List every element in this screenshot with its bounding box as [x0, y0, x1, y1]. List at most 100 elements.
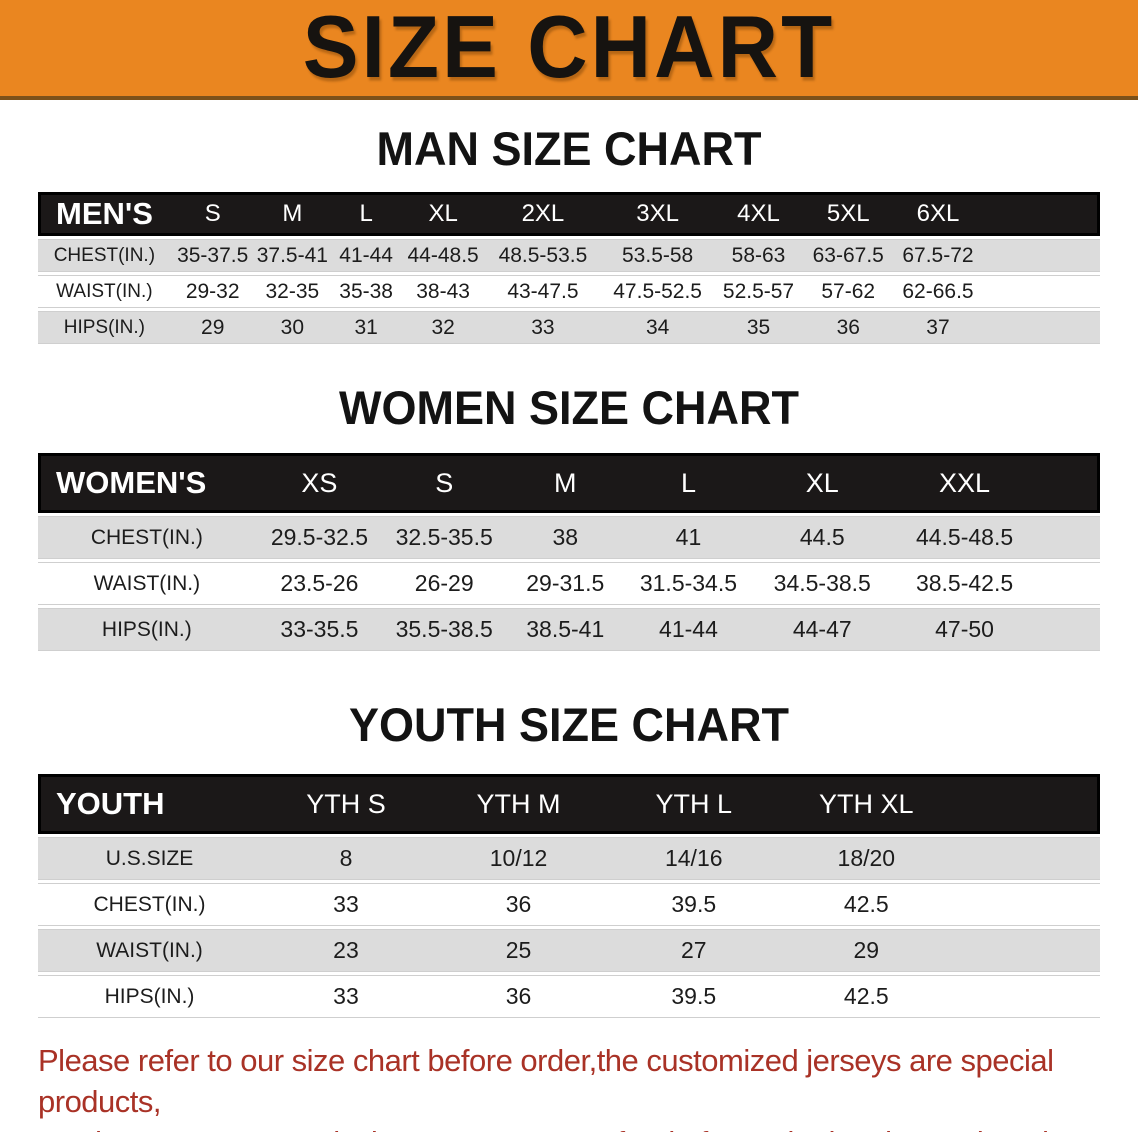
value-cell: 14/16 — [606, 837, 782, 880]
women-waist-row: WAIST(IN.) 23.5-26 26-29 29-31.5 31.5-34… — [38, 562, 1100, 605]
value-cell: 35-38 — [330, 275, 403, 308]
value-cell: 31 — [330, 311, 403, 344]
size-header-cell: XL — [402, 192, 484, 236]
header-spacer-cell — [1036, 453, 1100, 513]
value-cell: 34.5-38.5 — [751, 562, 893, 605]
spacer-cell — [983, 239, 1100, 272]
value-cell: 38 — [505, 516, 626, 559]
row-label: CHEST(IN.) — [38, 239, 171, 272]
spacer-cell — [1036, 562, 1100, 605]
value-cell: 18/20 — [781, 837, 952, 880]
value-cell: 63-67.5 — [803, 239, 893, 272]
value-cell: 32-35 — [254, 275, 331, 308]
spacer-cell — [1036, 608, 1100, 651]
disclaimer: Please refer to our size chart before or… — [0, 1041, 1138, 1132]
value-cell: 57-62 — [803, 275, 893, 308]
women-hips-row: HIPS(IN.) 33-35.5 35.5-38.5 38.5-41 41-4… — [38, 608, 1100, 651]
value-cell: 35 — [713, 311, 804, 344]
women-section: WOMEN SIZE CHART WOMEN'S XS S M L XL XXL — [0, 380, 1138, 654]
size-header-cell: XS — [255, 453, 384, 513]
value-cell: 34 — [601, 311, 714, 344]
header-spacer-cell — [951, 774, 1100, 834]
value-cell: 33 — [484, 311, 602, 344]
value-cell: 53.5-58 — [601, 239, 714, 272]
value-cell: 29 — [170, 311, 255, 344]
size-header-cell: S — [170, 192, 255, 236]
value-cell: 58-63 — [713, 239, 804, 272]
men-waist-row: WAIST(IN.) 29-32 32-35 35-38 38-43 43-47… — [38, 275, 1100, 308]
value-cell: 42.5 — [781, 975, 952, 1018]
size-header-cell: M — [505, 453, 626, 513]
row-label: CHEST(IN.) — [38, 883, 262, 926]
value-cell: 32 — [402, 311, 484, 344]
value-cell: 29-32 — [170, 275, 255, 308]
size-header-cell: XL — [751, 453, 893, 513]
value-cell: 37 — [892, 311, 984, 344]
women-chest-row: CHEST(IN.) 29.5-32.5 32.5-35.5 38 41 44.… — [38, 516, 1100, 559]
youth-ussize-row: U.S.SIZE 8 10/12 14/16 18/20 — [38, 837, 1100, 880]
row-label: U.S.SIZE — [38, 837, 262, 880]
value-cell: 52.5-57 — [713, 275, 804, 308]
row-label: HIPS(IN.) — [38, 975, 262, 1018]
youth-corner-label: YOUTH — [38, 774, 262, 834]
value-cell: 38.5-41 — [505, 608, 626, 651]
value-cell: 36 — [803, 311, 893, 344]
size-header-cell: L — [625, 453, 752, 513]
size-header-cell: M — [254, 192, 331, 236]
size-header-cell: 3XL — [601, 192, 714, 236]
banner-title: SIZE CHART — [302, 0, 836, 97]
size-header-cell: 4XL — [713, 192, 804, 236]
youth-section-title: YOUTH SIZE CHART — [348, 697, 789, 752]
men-header-row: MEN'S S M L XL 2XL 3XL 4XL 5XL 6XL — [38, 192, 1100, 236]
value-cell: 35.5-38.5 — [383, 608, 506, 651]
value-cell: 39.5 — [606, 883, 782, 926]
value-cell: 26-29 — [383, 562, 506, 605]
youth-size-table: YOUTH YTH S YTH M YTH L YTH XL U.S.SIZE … — [38, 771, 1100, 1021]
size-header-cell: 6XL — [892, 192, 984, 236]
value-cell: 47-50 — [892, 608, 1037, 651]
value-cell: 47.5-52.5 — [601, 275, 714, 308]
value-cell: 25 — [430, 929, 607, 972]
value-cell: 41 — [625, 516, 752, 559]
women-header-row: WOMEN'S XS S M L XL XXL — [38, 453, 1100, 513]
youth-header-row: YOUTH YTH S YTH M YTH L YTH XL — [38, 774, 1100, 834]
value-cell: 67.5-72 — [892, 239, 984, 272]
spacer-cell — [983, 275, 1100, 308]
size-header-cell: 2XL — [484, 192, 602, 236]
women-size-table: WOMEN'S XS S M L XL XXL CHEST(IN.) 29.5-… — [38, 450, 1100, 654]
women-corner-label: WOMEN'S — [38, 453, 256, 513]
youth-hips-row: HIPS(IN.) 33 36 39.5 42.5 — [38, 975, 1100, 1018]
header-spacer-cell — [983, 192, 1100, 236]
value-cell: 27 — [606, 929, 782, 972]
disclaimer-line-1: Please refer to our size chart before or… — [38, 1043, 1054, 1119]
value-cell: 29-31.5 — [505, 562, 626, 605]
value-cell: 8 — [261, 837, 431, 880]
spacer-cell — [951, 883, 1100, 926]
value-cell: 48.5-53.5 — [484, 239, 602, 272]
value-cell: 31.5-34.5 — [625, 562, 752, 605]
youth-section: YOUTH SIZE CHART YOUTH YTH S YTH M YTH L… — [0, 697, 1138, 1021]
men-size-table: MEN'S S M L XL 2XL 3XL 4XL 5XL 6XL CHEST… — [38, 189, 1100, 347]
value-cell: 35-37.5 — [170, 239, 255, 272]
value-cell: 38-43 — [402, 275, 484, 308]
value-cell: 44-47 — [751, 608, 893, 651]
disclaimer-line-2: we don't accept cancel, change, teturn o… — [38, 1123, 1100, 1132]
spacer-cell — [983, 311, 1100, 344]
row-label: HIPS(IN.) — [38, 311, 171, 344]
value-cell: 23 — [261, 929, 431, 972]
value-cell: 62-66.5 — [892, 275, 984, 308]
women-section-title: WOMEN SIZE CHART — [339, 380, 799, 435]
value-cell: 10/12 — [430, 837, 607, 880]
size-header-cell: S — [383, 453, 506, 513]
size-header-cell: YTH L — [606, 774, 782, 834]
value-cell: 33 — [261, 975, 431, 1018]
row-label: WAIST(IN.) — [38, 275, 171, 308]
men-section-title: MAN SIZE CHART — [376, 121, 762, 176]
value-cell: 43-47.5 — [484, 275, 602, 308]
value-cell: 32.5-35.5 — [383, 516, 506, 559]
size-header-cell: YTH M — [430, 774, 607, 834]
row-label: WAIST(IN.) — [38, 562, 256, 605]
value-cell: 33 — [261, 883, 431, 926]
size-header-cell: YTH XL — [781, 774, 952, 834]
